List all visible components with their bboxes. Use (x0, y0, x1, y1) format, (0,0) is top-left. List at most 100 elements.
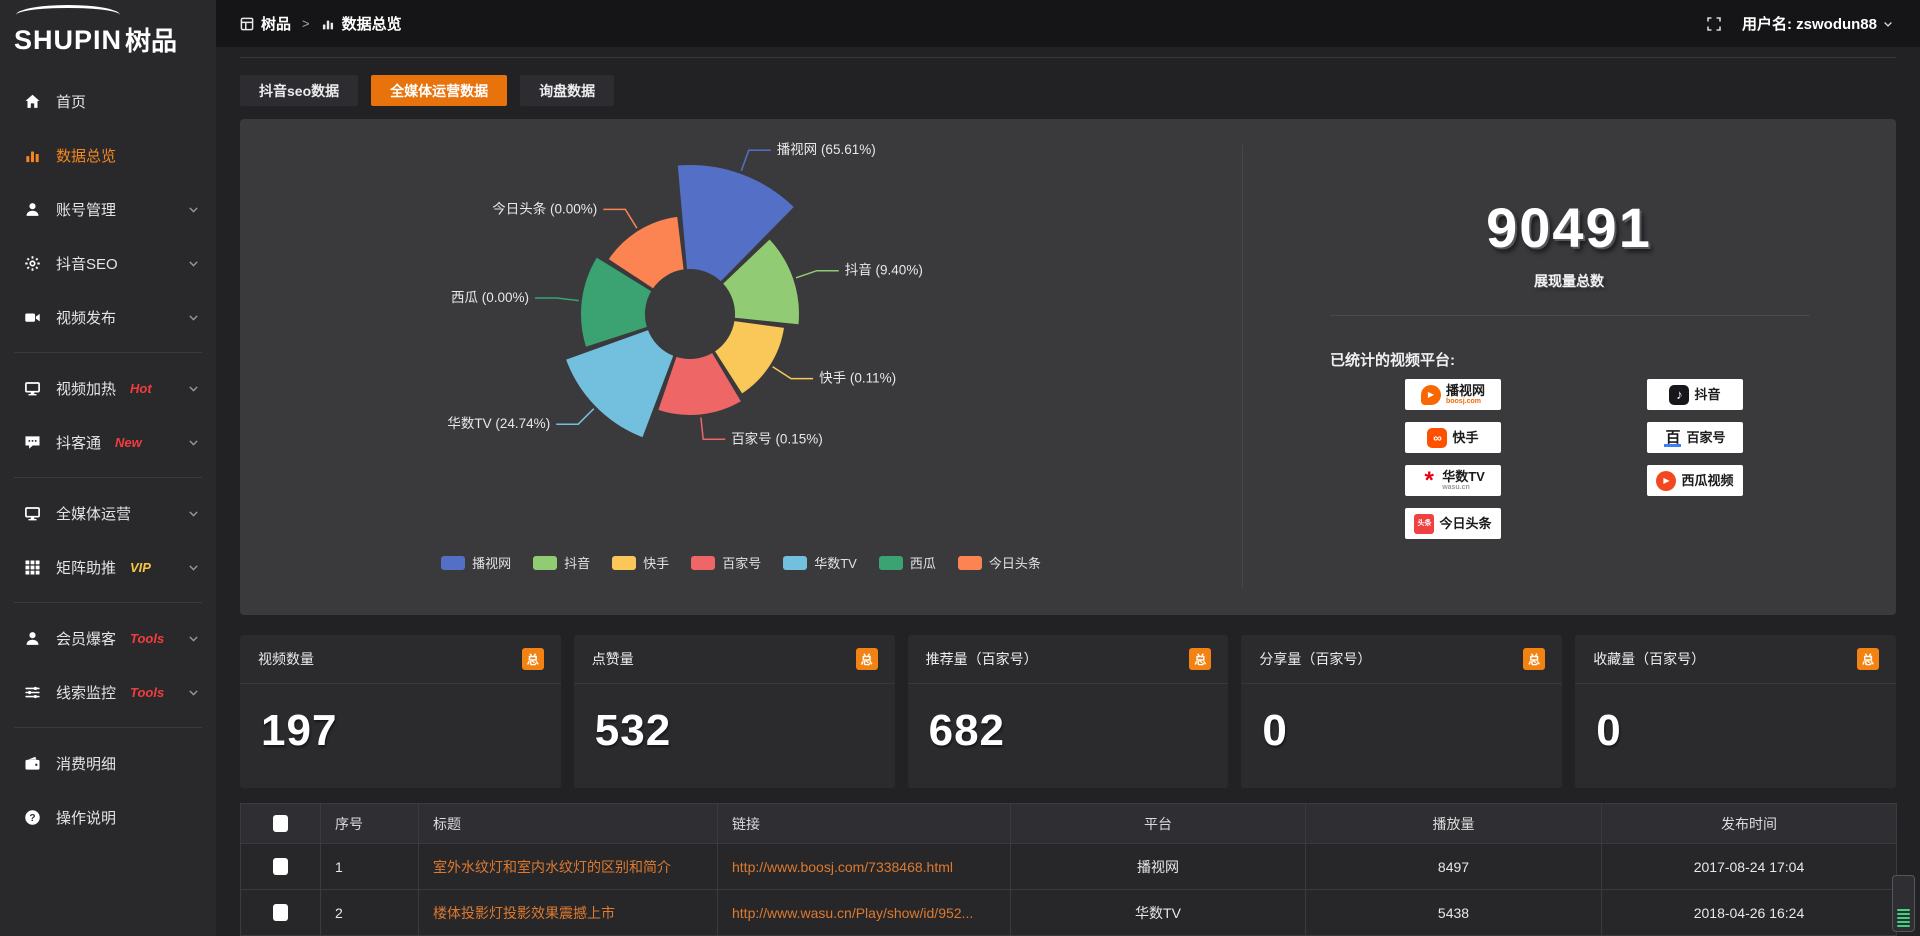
stat-card-0: 视频数量 总 197 (240, 635, 561, 788)
floating-widget[interactable] (1892, 875, 1915, 932)
row-checkbox[interactable] (273, 858, 288, 876)
pie-slice-5[interactable] (578, 254, 654, 350)
platform-badges-left: ▶ 播视网 boosj.com ∞ 快手 * 华数TV wasu.cn 头条 今日头条 (1405, 379, 1501, 539)
platform-name: 抖音 (1694, 386, 1721, 402)
videos-table: 序号 标题 链接 平台 播放量 发布时间 1 室外水纹灯和室内水纹灯的区别和简介 http… (240, 803, 1897, 936)
panel-vertical-divider (1242, 145, 1243, 589)
sidebar-item-matrix-boost[interactable]: 矩阵助推 VIP (0, 540, 216, 594)
sidebar-item-account-manage[interactable]: 账号管理 (0, 182, 216, 236)
tab-2[interactable]: 询盘数据 (520, 75, 615, 106)
cell-title[interactable]: 室外水纹灯和室内水纹灯的区别和简介 (418, 843, 718, 890)
monitor-icon (24, 380, 41, 397)
baijiahao-logo-icon: 百 (1664, 428, 1682, 447)
cell-link[interactable]: http://www.boosj.com/7338468.html (717, 843, 1011, 890)
monitor-icon (24, 505, 41, 522)
platform-badge-toutiao[interactable]: 头条 今日头条 (1405, 508, 1501, 539)
stat-card-4: 收藏量（百家号） 总 0 (1575, 635, 1896, 788)
cell-num: 2 (320, 889, 419, 936)
column-header-2: 链接 (717, 803, 1011, 844)
total-badge[interactable]: 总 (1189, 648, 1212, 670)
widget-bar (1897, 909, 1910, 911)
sidebar-item-douyin-seo[interactable]: 抖音SEO (0, 236, 216, 290)
pie-slice-0[interactable] (675, 163, 797, 285)
rose-chart[interactable]: 播视网 (65.61%) 抖音 (9.40%) 快手 (0.11%) 百家号 (0.1… (240, 119, 1242, 615)
platform-badge-baijiahao[interactable]: 百百家号 (1647, 422, 1743, 453)
total-badge[interactable]: 总 (1523, 648, 1546, 670)
fullscreen-icon[interactable] (1706, 16, 1722, 32)
legend-item-0[interactable]: 播视网 (441, 553, 511, 572)
content: 抖音seo数据 全媒体运营数据 询盘数据 播视网 (65.61%) 抖音 (9.40%… (216, 47, 1920, 936)
sidebar: SHUPIN 树品 首页 数据总览 账号管理 抖音SEO (0, 0, 216, 936)
tab-1[interactable]: 全媒体运营数据 (371, 75, 508, 106)
row-checkbox[interactable] (273, 904, 288, 922)
chevron-down-icon (1882, 18, 1894, 30)
video-icon (24, 309, 41, 326)
stat-card-value: 532 (594, 706, 672, 755)
widget-bar (1897, 925, 1910, 927)
sidebar-item-label: 首页 (56, 93, 87, 111)
sidebar-item-label: 消费明细 (56, 755, 117, 773)
tab-0[interactable]: 抖音seo数据 (240, 75, 359, 106)
cell-title[interactable]: 楼体投影灯投影效果震撼上市 (418, 889, 718, 936)
legend-item-2[interactable]: 快手 (612, 553, 669, 572)
total-badge[interactable]: 总 (1856, 648, 1879, 670)
widget-bar (1897, 913, 1910, 915)
sidebar-item-douketong[interactable]: 抖客通 New (0, 415, 216, 469)
platform-sub: boosj.com (1445, 397, 1481, 405)
legend-item-5[interactable]: 西瓜 (878, 553, 936, 572)
legend-swatch (441, 555, 466, 570)
stat-card-value: 682 (928, 706, 1006, 755)
platform-name: 播视网 (1445, 383, 1485, 399)
sidebar-item-consumption-detail[interactable]: 消费明细 (0, 736, 216, 790)
stat-card-1: 点赞量 总 532 (573, 635, 895, 788)
pie-slice-1[interactable] (720, 236, 801, 327)
total-badge[interactable]: 总 (855, 648, 878, 670)
chart-panel: 播视网 (65.61%) 抖音 (9.40%) 快手 (0.11%) 百家号 (0.1… (240, 119, 1896, 615)
sidebar-item-media-operation[interactable]: 全媒体运营 (0, 486, 216, 540)
widget-bar (1897, 917, 1910, 919)
platform-badge-wasu[interactable]: * 华数TV wasu.cn (1405, 465, 1501, 496)
stat-card-2: 推荐量（百家号） 总 682 (907, 635, 1229, 788)
table-body: 1 室外水纹灯和室内水纹灯的区别和简介 http://www.boosj.com… (240, 843, 1897, 936)
pie-slice-4[interactable] (563, 327, 676, 440)
sidebar-item-home[interactable]: 首页 (0, 74, 216, 128)
breadcrumb-app[interactable]: 树品 (261, 16, 292, 33)
app-logo[interactable]: SHUPIN 树品 (0, 0, 216, 62)
chevron-down-icon (187, 436, 200, 449)
pie-label-line-5 (535, 297, 579, 302)
sidebar-item-label: 抖客通 (56, 434, 102, 452)
legend-item-3[interactable]: 百家号 (691, 553, 761, 572)
platform-badges-right: ♪ 抖音百百家号 ▶ 西瓜视频 (1647, 379, 1743, 496)
boosj-logo-icon: ▶ (1420, 384, 1441, 405)
table-row-1: 2 楼体投影灯投影效果震撼上市 http://www.wasu.cn/Play/… (240, 889, 1897, 936)
cell-link[interactable]: http://www.wasu.cn/Play/show/id/952... (717, 889, 1011, 936)
sidebar-item-video-publish[interactable]: 视频发布 (0, 290, 216, 344)
pie-label-6: 今日头条 (0.00%) (492, 200, 597, 216)
sidebar-menu: 首页 数据总览 账号管理 抖音SEO 视频发布 (0, 62, 216, 844)
legend-item-1[interactable]: 抖音 (533, 553, 590, 572)
total-badge[interactable]: 总 (521, 648, 544, 670)
platform-badge-kuaishou[interactable]: ∞ 快手 (1405, 422, 1501, 453)
stat-card-label: 分享量（百家号） (1259, 651, 1372, 667)
select-all-checkbox[interactable] (273, 815, 288, 833)
sidebar-item-member-baoke[interactable]: 会员爆客 Tools (0, 611, 216, 665)
platform-badge-xigua[interactable]: ▶ 西瓜视频 (1647, 465, 1743, 496)
column-header-4: 播放量 (1305, 803, 1602, 844)
sidebar-item-instructions[interactable]: ? 操作说明 (0, 790, 216, 844)
data-tabs: 抖音seo数据 全媒体运营数据 询盘数据 (240, 75, 1896, 106)
sidebar-item-clue-monitor[interactable]: 线索监控 Tools (0, 665, 216, 719)
pie-slice-2[interactable] (712, 318, 787, 397)
sidebar-item-data-overview[interactable]: 数据总览 (0, 128, 216, 182)
sidebar-item-video-heat[interactable]: 视频加热 Hot (0, 361, 216, 415)
sidebar-item-label: 抖音SEO (56, 255, 118, 273)
platform-sub: wasu.cn (1442, 483, 1470, 491)
platform-badge-douyin[interactable]: ♪ 抖音 (1647, 379, 1743, 410)
platform-badge-boosj[interactable]: ▶ 播视网 boosj.com (1405, 379, 1501, 410)
legend-item-4[interactable]: 华数TV (783, 553, 857, 572)
user-menu[interactable]: 用户名: zswodun88 (1742, 13, 1894, 34)
pie-slice-6[interactable] (606, 214, 686, 292)
user-icon (24, 201, 41, 218)
chevron-down-icon (187, 561, 200, 574)
legend-item-6[interactable]: 今日头条 (957, 553, 1041, 572)
pie-slice-3[interactable] (655, 350, 744, 418)
